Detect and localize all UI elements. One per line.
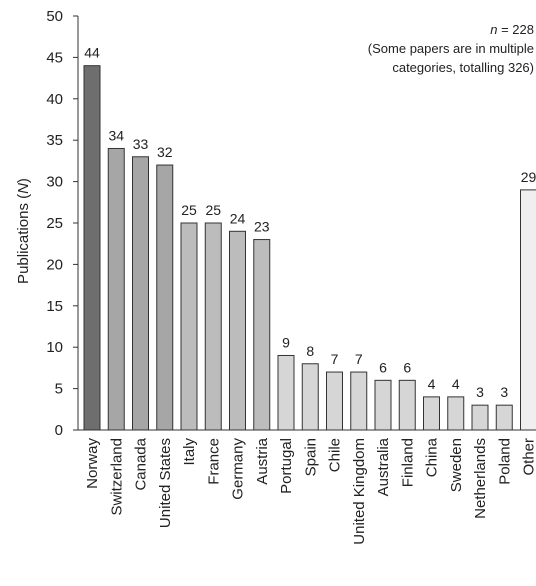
y-tick-label: 25: [46, 215, 63, 232]
category-labels: Norway Switzerland Canada United States Ital…: [84, 437, 536, 544]
y-tick-label: 0: [55, 422, 63, 439]
bar: [277, 354, 295, 431]
note-n-value: = 228: [497, 22, 534, 37]
category-label: France: [205, 438, 222, 485]
category-label: Sweden: [448, 438, 465, 492]
category-label: Portugal: [278, 438, 295, 494]
category-label: Switzerland: [108, 438, 125, 516]
bar: [374, 379, 392, 431]
bar-value-label: 32: [157, 144, 173, 160]
bar-value-label: 25: [205, 202, 221, 218]
bar: [398, 379, 416, 431]
bar-value-label: 34: [108, 127, 124, 143]
sample-size-note: n = 228 (Some papers are in multiple cat…: [368, 22, 534, 75]
bar: [301, 363, 319, 431]
bar: [156, 164, 174, 431]
y-tick-label: 10: [46, 339, 63, 356]
category-label: China: [424, 437, 441, 477]
bar: [229, 230, 246, 431]
note-line-1: n = 228: [490, 22, 534, 37]
bar-value-label: 33: [133, 136, 149, 152]
note-line-2: (Some papers are in multiple: [368, 41, 534, 56]
bar: [107, 147, 125, 431]
bar: [350, 371, 368, 431]
bar: [471, 404, 489, 431]
y-axis-title-variable: N: [15, 183, 32, 194]
category-label: Finland: [399, 438, 416, 487]
bar-value-label: 3: [500, 384, 508, 400]
bar-value-label: 3: [476, 384, 484, 400]
y-tick-label: 5: [55, 381, 63, 398]
y-axis-title-prefix: Publications (: [15, 194, 32, 284]
note-line-3: categories, totalling 326): [392, 60, 534, 75]
y-axis-title: Publications (N): [15, 178, 32, 284]
bar-value-label: 4: [452, 376, 460, 392]
category-label: United States: [157, 438, 174, 528]
bar-value-label: 44: [84, 45, 100, 61]
bar-value-label: 4: [428, 376, 436, 392]
bar: [495, 404, 513, 431]
category-label: Netherlands: [472, 438, 489, 519]
bar: [423, 396, 440, 431]
category-label: Chile: [327, 438, 344, 472]
y-tick-label: 35: [46, 132, 63, 149]
bar: [180, 222, 198, 431]
category-label: Poland: [496, 438, 513, 485]
y-tick-label: 50: [46, 8, 63, 25]
category-label: Australia: [375, 437, 392, 496]
bar: [253, 239, 271, 431]
bar-value-label: 29: [521, 169, 536, 185]
note-n-variable: n: [490, 22, 497, 37]
bar-value-label: 8: [306, 343, 314, 359]
y-tick-label: 40: [46, 91, 63, 108]
bar-value-label: 23: [254, 219, 270, 235]
bar: [447, 396, 465, 431]
bar-value-label: 25: [181, 202, 197, 218]
bar: [520, 189, 536, 431]
bar: [326, 371, 343, 431]
bar-value-label: 9: [282, 334, 290, 350]
category-label: Germany: [230, 438, 247, 500]
category-label: United Kingdom: [351, 438, 368, 545]
bar-value-label: 7: [331, 351, 339, 367]
category-label: Italy: [181, 438, 198, 466]
y-axis-ticks: 0 5 10 15 20 25 30 35 40 45 50: [46, 8, 78, 439]
y-tick-label: 30: [46, 174, 63, 191]
category-label: Norway: [84, 438, 101, 489]
category-label: Other: [521, 438, 536, 476]
bar-value-label: 6: [403, 359, 411, 375]
y-tick-label: 20: [46, 256, 63, 273]
y-axis-title-suffix: ): [15, 178, 32, 183]
bar-value-label: 24: [230, 210, 246, 226]
bar: [132, 156, 149, 431]
bars: [83, 65, 536, 431]
category-label: Austria: [254, 437, 271, 484]
category-label: Spain: [302, 438, 319, 476]
y-tick-label: 45: [46, 49, 63, 66]
bar: [83, 65, 101, 431]
bar: [204, 222, 222, 431]
category-label: Canada: [133, 437, 150, 490]
bar-value-label: 6: [379, 359, 387, 375]
y-tick-label: 15: [46, 298, 63, 315]
bar-value-label: 7: [355, 351, 363, 367]
